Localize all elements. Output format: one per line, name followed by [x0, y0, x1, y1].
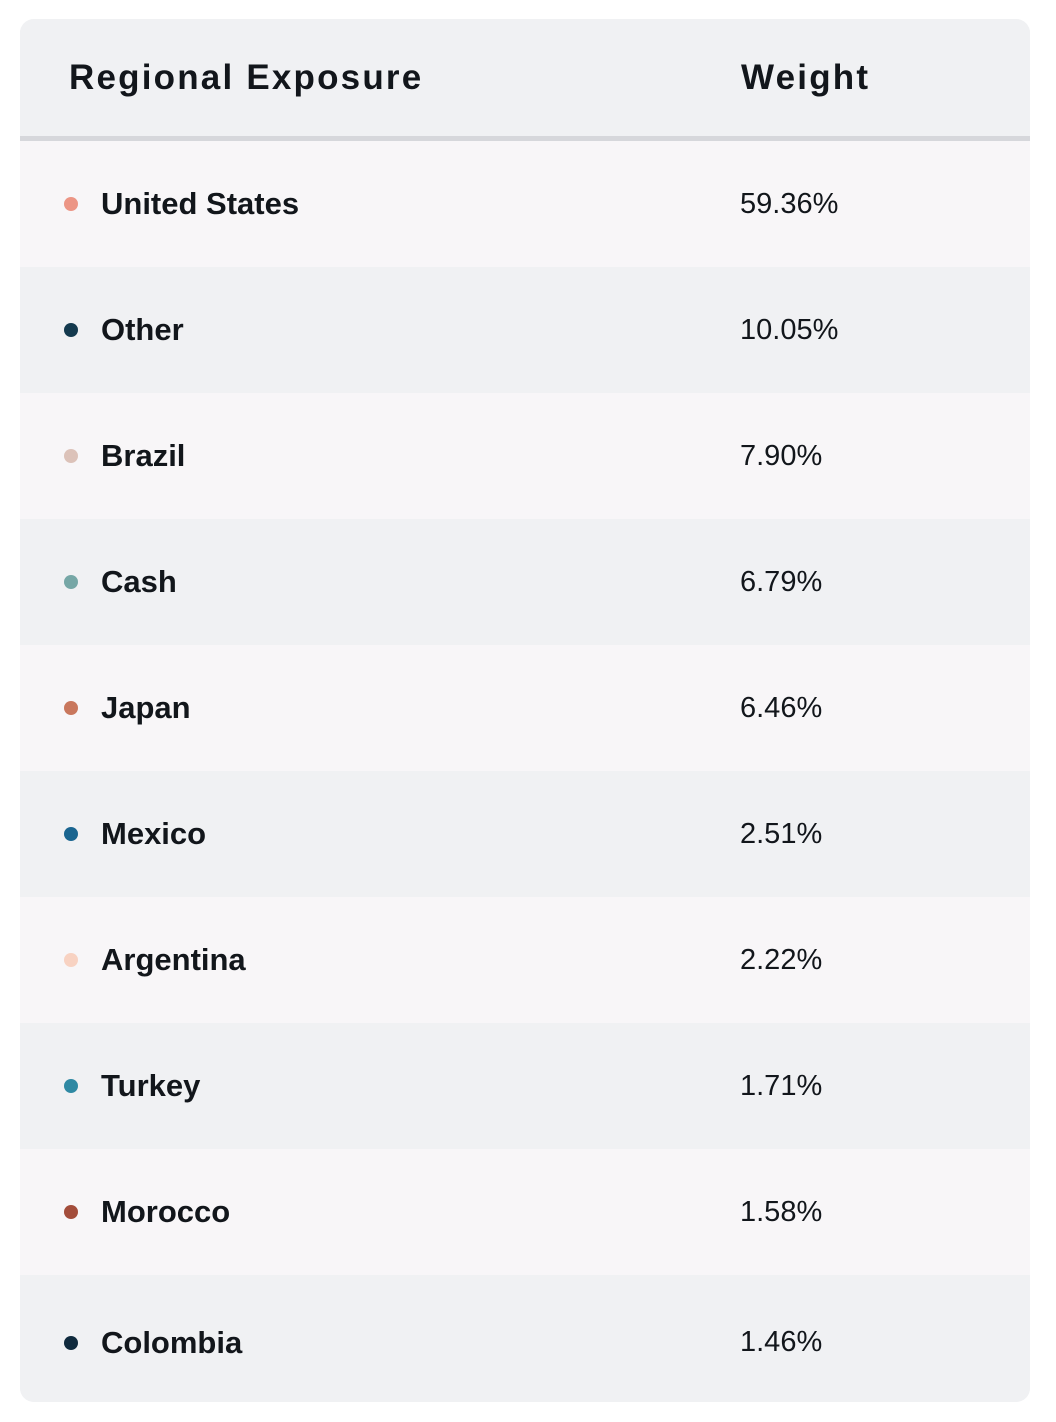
legend-dot-icon	[64, 827, 78, 841]
table-row: Colombia 1.46%	[20, 1275, 1030, 1402]
legend-dot-icon	[64, 953, 78, 967]
table-body: United States 59.36% Other 10.05% Brazil 7.90…	[20, 141, 1030, 1402]
legend-dot-icon	[64, 1205, 78, 1219]
header-regional-exposure: Regional Exposure	[69, 57, 424, 97]
table-row: Mexico 2.51%	[20, 771, 1030, 897]
legend-dot-icon	[64, 1079, 78, 1093]
legend-dot-icon	[64, 575, 78, 589]
region-weight: 59.36%	[740, 187, 839, 220]
table-row: United States 59.36%	[20, 141, 1030, 267]
legend-dot-icon	[64, 323, 78, 337]
table-row: Cash 6.79%	[20, 519, 1030, 645]
region-name: Argentina	[101, 942, 246, 977]
legend-dot-icon	[64, 449, 78, 463]
region-name: Other	[101, 312, 184, 347]
region-weight: 1.71%	[740, 1069, 823, 1102]
region-weight: 2.22%	[740, 943, 823, 976]
table-row: Other 10.05%	[20, 267, 1030, 393]
region-name: United States	[101, 186, 300, 221]
table-row: Argentina 2.22%	[20, 897, 1030, 1023]
region-weight: 2.51%	[740, 817, 823, 850]
region-weight: 1.46%	[740, 1326, 823, 1358]
region-name: Japan	[101, 690, 191, 725]
regional-exposure-table: Regional Exposure Weight United States 59…	[20, 19, 1030, 1402]
region-name: Cash	[101, 564, 177, 599]
table-row: Morocco 1.58%	[20, 1149, 1030, 1275]
table-row: Japan 6.46%	[20, 645, 1030, 771]
region-name: Mexico	[101, 816, 207, 851]
region-weight: 7.90%	[740, 439, 823, 472]
legend-dot-icon	[64, 197, 78, 211]
table-header: Regional Exposure Weight	[20, 19, 1030, 141]
region-name: Turkey	[101, 1068, 201, 1103]
legend-dot-icon	[64, 1335, 78, 1350]
region-name: Morocco	[101, 1194, 231, 1229]
table-row: Brazil 7.90%	[20, 393, 1030, 519]
header-weight: Weight	[741, 57, 871, 97]
region-weight: 10.05%	[740, 313, 839, 346]
region-name: Colombia	[101, 1324, 243, 1360]
region-weight: 1.58%	[740, 1195, 823, 1228]
region-weight: 6.46%	[740, 691, 823, 724]
table-row: Turkey 1.71%	[20, 1023, 1030, 1149]
region-name: Brazil	[101, 438, 186, 473]
region-weight: 6.79%	[740, 565, 823, 598]
legend-dot-icon	[64, 701, 78, 715]
